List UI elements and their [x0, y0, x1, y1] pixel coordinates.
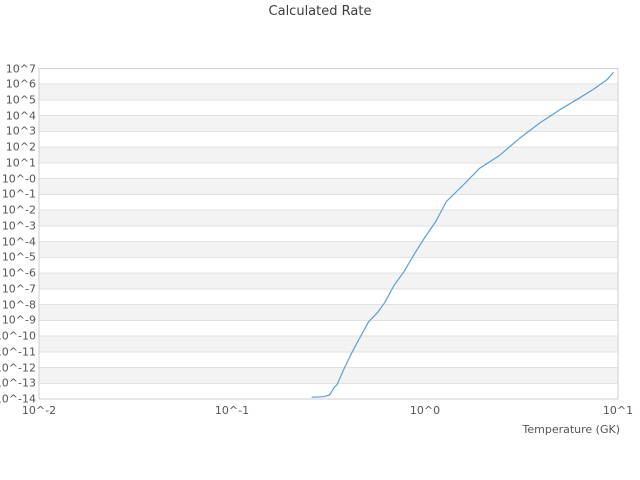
decade-band	[39, 351, 618, 368]
y-tick-label: 10^6	[5, 77, 36, 91]
decade-band	[39, 68, 618, 85]
decade-band	[39, 194, 618, 211]
decade-band	[39, 210, 618, 226]
y-tick-label: 10^-7	[1, 282, 36, 296]
y-tick-label: 10^-8	[1, 298, 36, 312]
y-tick-label: 10^-2	[1, 203, 36, 217]
y-tick-label: 10^-10	[0, 329, 36, 343]
y-tick-label: 10^1	[5, 156, 36, 170]
x-axis-tick-labels: 10^-2 10^-1 10^0 10^1	[0, 404, 640, 420]
decade-band	[39, 367, 618, 384]
y-tick-label: 10^-14	[0, 392, 36, 406]
y-axis-tick-labels: 10^7 10^6 10^5 10^4 10^3 10^2 10^1 10^-0 10^-1 10…	[0, 0, 36, 480]
y-tick-label: 10^-9	[1, 313, 36, 327]
y-tick-label: 10^-11	[0, 345, 36, 359]
y-tick-label: 10^-0	[1, 172, 36, 186]
y-tick-label: 10^4	[5, 109, 36, 123]
decade-band	[39, 115, 618, 132]
decade-band	[39, 99, 618, 116]
decade-band	[39, 304, 618, 321]
decade-band	[39, 273, 618, 289]
decade-band	[39, 288, 618, 305]
x-tick-label: 10^1	[602, 404, 634, 417]
decade-band	[39, 178, 618, 195]
chart-title: Calculated Rate	[268, 4, 372, 19]
y-tick-label: 10^-4	[1, 235, 36, 249]
y-tick-label: 10^7	[5, 62, 36, 75]
y-tick-label: 10^-3	[1, 219, 36, 233]
decade-band	[39, 131, 618, 148]
x-tick-label: 10^0	[409, 404, 441, 417]
decade-band	[39, 147, 618, 163]
decade-band	[39, 383, 618, 399]
y-tick-label: 10^-1	[1, 187, 36, 201]
decade-band	[39, 225, 618, 242]
y-tick-label: 10^-6	[1, 266, 36, 280]
decade-band	[39, 320, 618, 337]
x-tick-label: 10^-2	[21, 404, 57, 417]
decade-band	[39, 241, 618, 258]
x-tick-label: 10^-1	[214, 404, 250, 417]
y-tick-label: 10^3	[5, 124, 36, 138]
y-tick-label: 10^2	[5, 140, 36, 154]
plot-border	[38, 68, 619, 400]
y-tick-label: 10^-5	[1, 250, 36, 264]
rate-curve-line	[311, 72, 614, 398]
decade-band	[39, 336, 618, 352]
x-axis-label: Temperature (GK)	[522, 423, 621, 436]
y-tick-label: 10^5	[5, 93, 36, 107]
decade-band	[39, 162, 618, 179]
decade-band	[39, 257, 618, 274]
y-tick-label: 10^-13	[0, 376, 36, 390]
y-tick-label: 10^-12	[0, 361, 36, 375]
decade-band	[39, 84, 618, 100]
